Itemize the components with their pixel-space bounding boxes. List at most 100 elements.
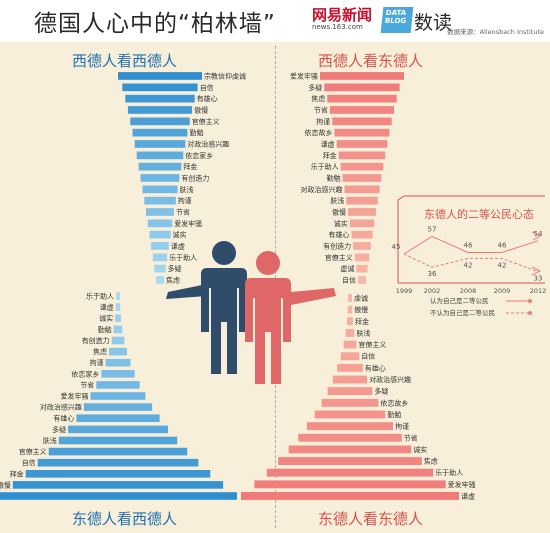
top-right-bar (320, 72, 404, 80)
bottom-left-bar (116, 292, 120, 300)
inset-arrow-icon (531, 266, 542, 276)
bottom-left-bar (12, 481, 224, 489)
top-right-bar (346, 196, 378, 205)
top-left-bar (118, 72, 202, 80)
bottom-left-label: 谦虚 (100, 303, 114, 312)
top-right-bar (334, 128, 390, 137)
bottom-right-label: 官僚主义 (358, 340, 386, 349)
top-left-label: 焦虑 (166, 276, 180, 285)
netease-logo[interactable]: 网易新闻 news.163.com (312, 4, 372, 31)
bottom-right-bar (332, 375, 368, 384)
bottom-left-bar (68, 425, 168, 434)
top-right-label: 勤勉 (327, 174, 341, 183)
inset-point-label: 42 (464, 261, 473, 269)
top-right-bar (324, 83, 400, 92)
bottom-right-label: 节省 (404, 433, 418, 442)
top-left-label: 拘谨 (178, 196, 192, 205)
top-right-bar (354, 253, 370, 262)
top-right-label: 拜金 (323, 151, 337, 160)
quadrant-title-top-right: 西德人看东德人 (318, 52, 424, 70)
top-left-label: 有创造力 (181, 174, 209, 183)
bottom-right-label: 依恋故乡 (380, 398, 408, 407)
bottom-right-label: 勤勉 (387, 410, 401, 419)
inset-x-tick: 2009 (494, 287, 511, 295)
top-left-bar (151, 242, 169, 250)
top-right-label: 自信 (342, 276, 356, 285)
top-left-bar (140, 174, 180, 182)
top-right-bar (342, 174, 382, 182)
bottom-left-bar (58, 436, 178, 445)
bottom-left-bar (115, 314, 121, 322)
bottom-left-bar (113, 325, 123, 334)
source-note: 数据来源：Allensbach Institute (447, 28, 544, 36)
bottom-left-bar (48, 447, 188, 456)
bottom-left-bar (111, 336, 125, 345)
top-right-label: 谦虚 (321, 140, 335, 149)
page-title: 德国人心中的“柏林墙” (34, 11, 276, 37)
bottom-right-label: 焦虑 (424, 457, 438, 466)
top-right-label: 多疑 (308, 83, 322, 92)
top-right-label: 傲慢 (332, 208, 346, 217)
bottom-left-bar (96, 381, 140, 389)
top-right-bar (349, 219, 375, 228)
inset-series-line (403, 253, 539, 273)
west-man-head (212, 241, 236, 265)
top-left-label: 多疑 (168, 264, 182, 273)
inset-x-tick: 1999 (396, 287, 413, 295)
bottom-left-label: 焦虑 (93, 347, 107, 356)
funnels-layer: 宗教信仰虔诚自信有雄心傲慢官僚主义勤勉对政治感兴趣依恋家乡拜金有创造力肤浅拘谨节… (0, 72, 476, 501)
inset-point-label: 36 (428, 270, 437, 278)
top-right-label: 诚实 (334, 219, 348, 228)
east-man-body (245, 278, 291, 384)
netease-url: news.163.com (312, 23, 363, 31)
top-right-label: 虚诚 (340, 264, 354, 273)
bottom-right-funnel: 虔诚傲慢拜金肤浅官僚主义自信有雄心对政治感兴趣多疑依恋故乡勤勉拘谨节省诚实焦虑乐… (241, 294, 476, 501)
top-left-bar (138, 162, 182, 171)
bottom-right-label: 拘谨 (395, 422, 409, 431)
bottom-right-label: 拜金 (355, 317, 369, 326)
bottom-right-bar (327, 387, 373, 396)
inset-x-ticks: 1999 2002 2008 2009 2012 (396, 287, 547, 295)
bottom-right-bar (343, 340, 357, 349)
bottom-right-label: 多疑 (374, 387, 388, 396)
bottom-left-label: 有雄心 (53, 414, 74, 423)
bottom-right-bar (321, 398, 379, 407)
top-left-label: 诚实 (173, 230, 187, 239)
bottom-left-label: 勤勉 (98, 325, 112, 334)
bottom-left-label: 节省 (80, 380, 94, 389)
bottom-left-label: 有创造力 (82, 336, 110, 345)
top-left-label: 对政治感兴趣 (187, 140, 229, 149)
bottom-right-label: 乐于助人 (435, 468, 463, 477)
top-left-bar (136, 151, 184, 160)
top-right-bar (356, 264, 368, 273)
bottom-left-bar (37, 458, 199, 467)
inset-point-label: 45 (392, 243, 401, 251)
bottom-right-label: 虔诚 (354, 294, 368, 303)
top-right-label: 官僚主义 (325, 253, 353, 262)
inset-legend-label: 不认为自己是二等公民 (430, 308, 495, 317)
top-right-bar (348, 208, 376, 216)
top-left-label: 爱发牢骚 (174, 219, 202, 228)
bottom-right-label: 肤浅 (356, 328, 370, 337)
east-man-figure (245, 251, 336, 384)
bottom-right-bar (278, 457, 422, 465)
top-right-bar (340, 162, 384, 171)
top-left-label: 依恋家乡 (185, 151, 213, 160)
top-right-label: 依恋故乡 (305, 128, 333, 137)
east-man-head (256, 251, 280, 275)
west-man-body (201, 268, 247, 374)
top-left-label: 节省 (176, 208, 190, 217)
bottom-right-label: 诚实 (413, 445, 427, 454)
top-left-bar (125, 94, 195, 103)
bottom-left-label: 乐于助人 (86, 292, 114, 301)
top-left-label: 宗教信仰虔诚 (204, 72, 246, 81)
bottom-left-label: 诚实 (99, 314, 113, 323)
bottom-left-bar (76, 414, 160, 422)
inset-point-label: 54 (534, 230, 543, 238)
second-class-citizen-chart: 东德人的二等公民心态 45 57 46 46 54 36 42 42 33 1999 2002 20… (392, 195, 547, 317)
bottom-left-bar (83, 403, 153, 411)
top-left-bar (134, 140, 186, 148)
top-left-bar (152, 253, 168, 262)
top-left-label: 谦虚 (171, 242, 185, 251)
top-left-bar (154, 264, 166, 273)
